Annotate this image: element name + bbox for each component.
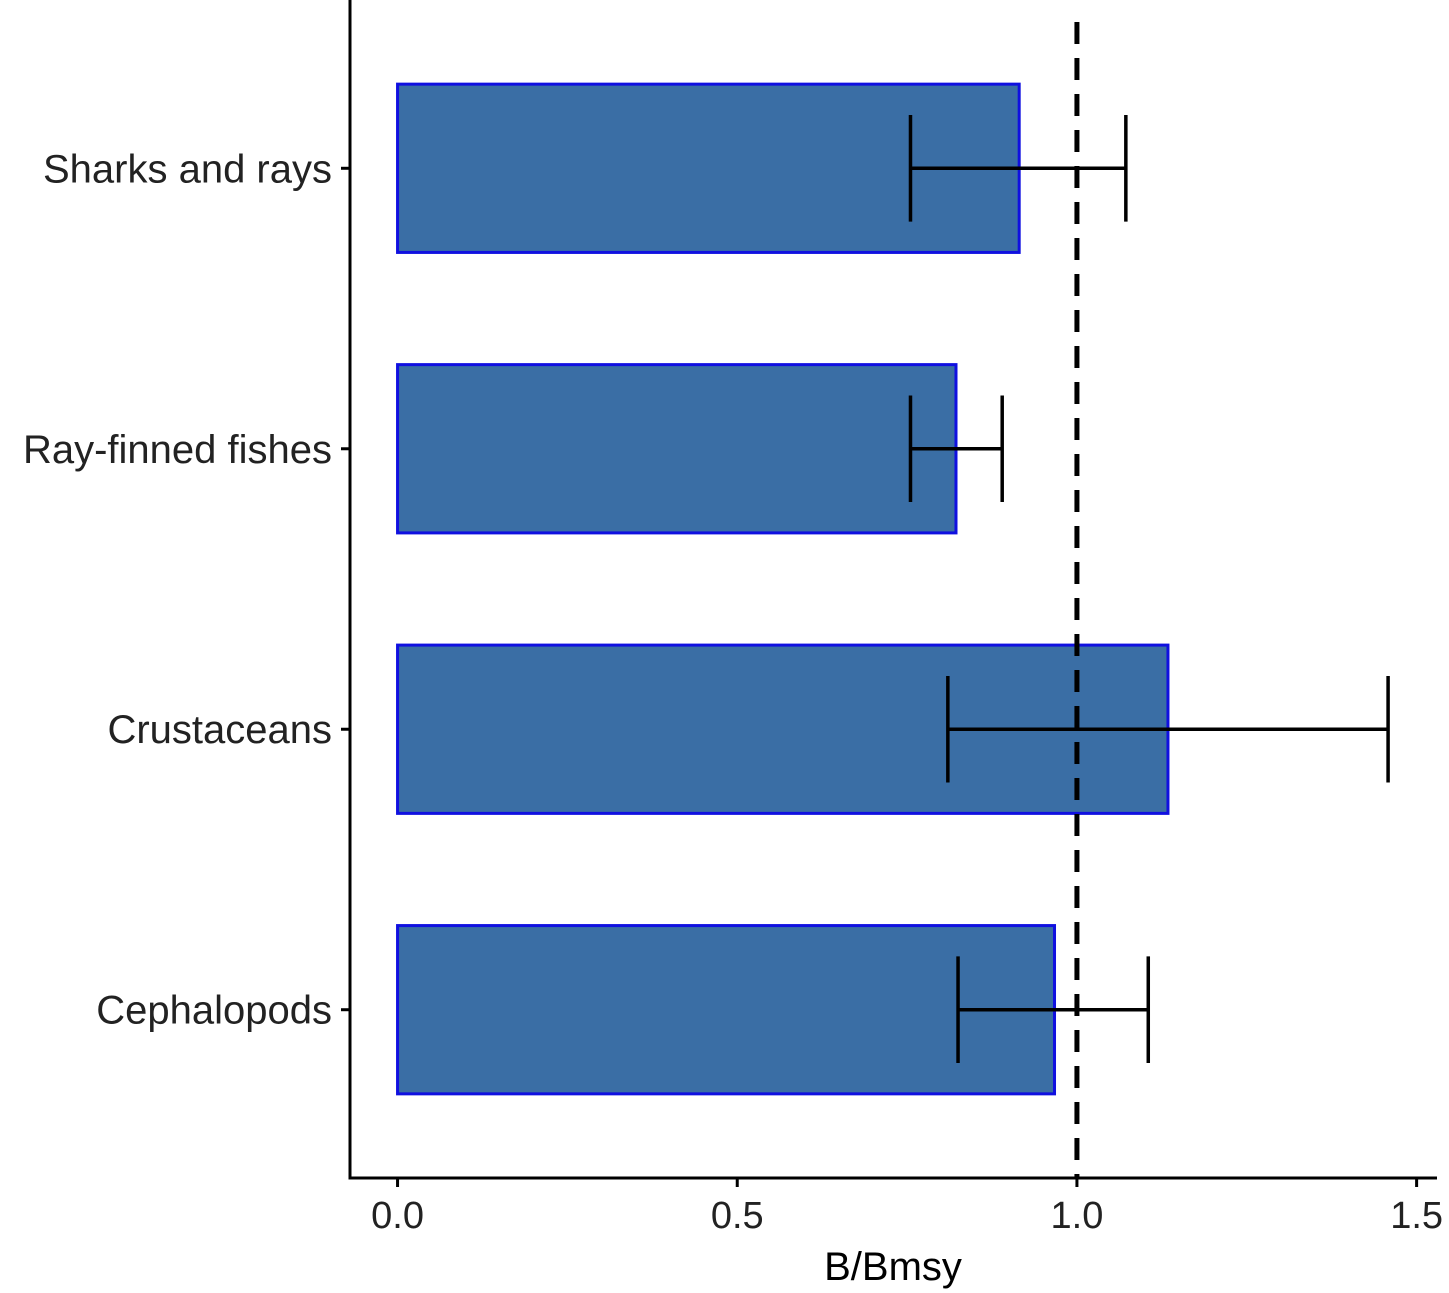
error-bar-cephalopods [956, 956, 1151, 1064]
x-tick-label-1: 0.5 [711, 1195, 764, 1237]
bars-layer [396, 82, 1170, 1096]
error-bars-layer [908, 114, 1390, 1064]
axes-layer [341, 0, 1437, 1187]
y-tick-label-crustaceans: Crustaceans [107, 708, 332, 752]
bar-ray-finned-fishes [396, 363, 958, 535]
error-bar-sharks-and-rays [908, 114, 1128, 222]
y-tick-label-sharks-and-rays: Sharks and rays [43, 147, 332, 191]
bar-cephalopods [396, 924, 1057, 1096]
error-bar-crustaceans [946, 675, 1390, 783]
x-tick-label-3: 1.5 [1390, 1195, 1443, 1237]
x-tick-label-0: 0.0 [371, 1195, 424, 1237]
labels-layer: Sharks and rays Ray-finned fishes Crustace… [23, 147, 1443, 1237]
x-tick-label-2: 1.0 [1051, 1195, 1104, 1237]
x-axis-title: B/Bmsy [824, 1245, 962, 1289]
y-tick-label-cephalopods: Cephalopods [96, 989, 332, 1033]
error-bar-ray-finned-fishes [908, 395, 1004, 503]
y-tick-label-ray-finned-fishes: Ray-finned fishes [23, 428, 332, 472]
